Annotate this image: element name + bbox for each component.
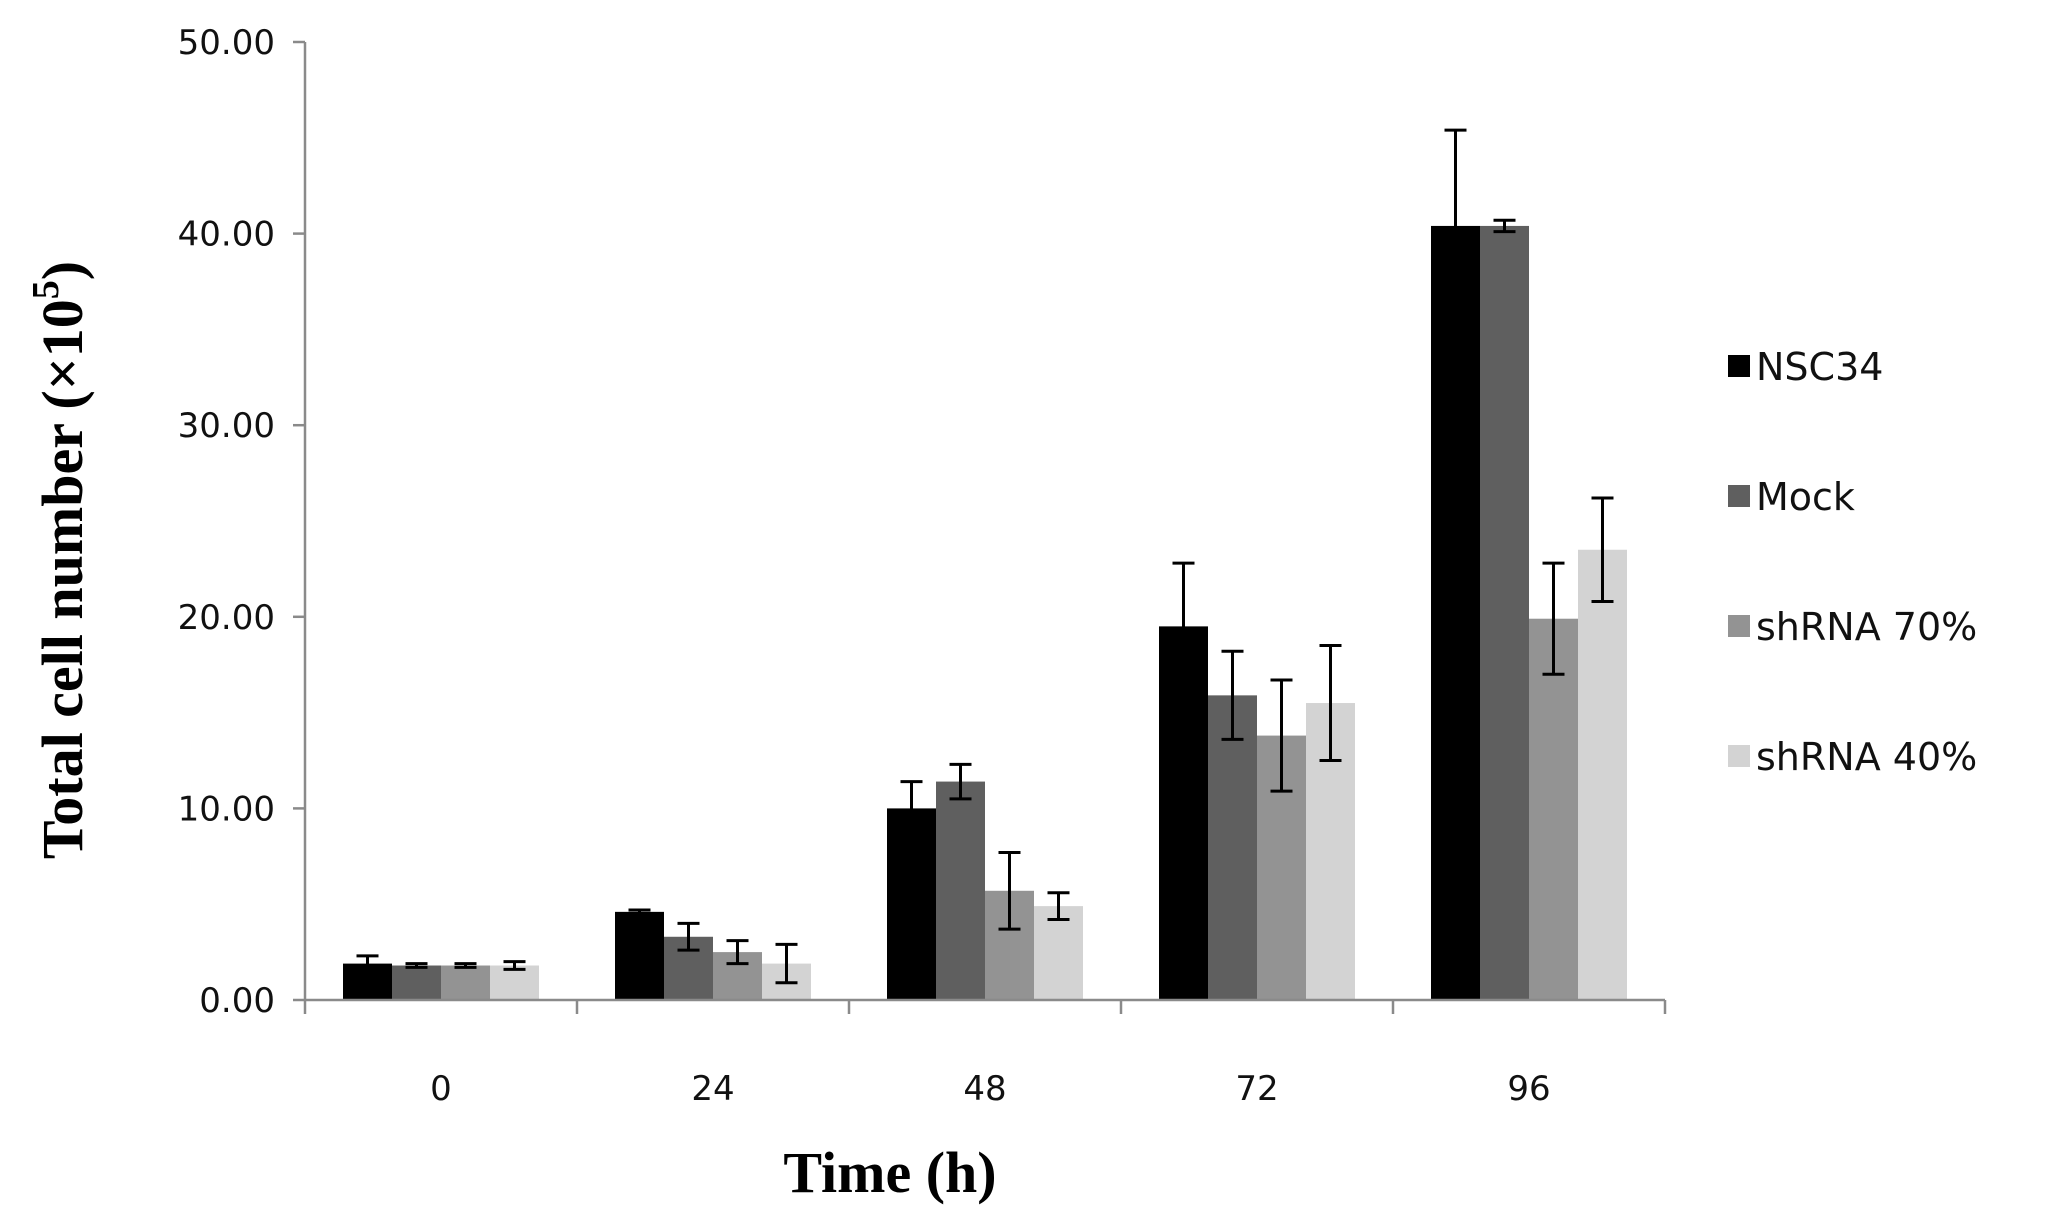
error-bar-shrna-40--96 <box>1591 496 1614 603</box>
x-tick-label: 24 <box>691 1069 734 1109</box>
y-tick-labels: 0.00 10.00 20.00 30.00 40.00 50.00 <box>178 23 275 1021</box>
bar-shrna-40--48 <box>1034 906 1083 1000</box>
x-tick-labels: 0 24 48 72 96 <box>430 1069 1550 1109</box>
error-bar-shrna-70--48 <box>998 850 1021 931</box>
x-tick-label: 72 <box>1235 1069 1278 1109</box>
x-tick-label: 48 <box>963 1069 1006 1109</box>
legend: NSC34 Mock shRNA 70% shRNA 40% <box>1728 345 1977 779</box>
bar-mock-0 <box>392 965 441 1000</box>
bar-nsc34-24 <box>615 911 664 1000</box>
legend-swatch <box>1728 745 1750 767</box>
error-bar-nsc34-24 <box>628 908 651 916</box>
x-tick-label: 96 <box>1507 1069 1550 1109</box>
y-tick-label: 10.00 <box>178 789 275 829</box>
bar-shrna-40--0 <box>490 965 539 1000</box>
y-axis-title-close: ) <box>30 261 95 280</box>
error-bar-shrna-70--0 <box>454 962 477 969</box>
y-tick-label: 0.00 <box>199 981 275 1021</box>
bar-nsc34-96 <box>1431 225 1480 1000</box>
legend-label: Mock <box>1756 475 1855 519</box>
y-tick-label: 30.00 <box>178 406 275 446</box>
error-bar-nsc34-72 <box>1172 561 1195 692</box>
y-axis-title: Total cell number (×105) <box>25 261 95 859</box>
legend-label: shRNA 70% <box>1756 605 1977 649</box>
error-bar-shrna-70--96 <box>1542 561 1565 676</box>
x-axis-title: Time (h) <box>783 1140 996 1205</box>
y-tick-label: 40.00 <box>178 215 275 255</box>
y-tick-label: 20.00 <box>178 598 275 638</box>
error-bar-shrna-70--72 <box>1270 678 1293 793</box>
bar-shrna-40--96 <box>1578 549 1627 1000</box>
bar-shrna-70--0 <box>441 965 490 1000</box>
error-bar-shrna-40--72 <box>1319 644 1342 762</box>
error-bar-nsc34-96 <box>1444 128 1467 324</box>
error-bar-nsc34-48 <box>900 780 923 837</box>
y-axis-title-superscript: 5 <box>25 280 67 299</box>
legend-item: NSC34 <box>1728 345 1883 389</box>
error-bar-mock-48 <box>949 762 972 801</box>
bar-mock-96 <box>1480 225 1529 1000</box>
error-bar-shrna-40--24 <box>775 942 798 985</box>
bar-mock-72 <box>1208 695 1257 1000</box>
axes-layer <box>293 40 1667 1014</box>
error-bar-nsc34-0 <box>356 954 379 973</box>
legend-swatch <box>1728 485 1750 507</box>
error-bars-layer <box>356 128 1614 985</box>
legend-item: shRNA 40% <box>1728 735 1977 779</box>
bar-nsc34-48 <box>887 808 936 1000</box>
error-bar-shrna-70--24 <box>726 939 749 966</box>
bar-shrna-70--96 <box>1529 618 1578 1000</box>
error-bar-shrna-40--0 <box>503 960 526 971</box>
y-axis-title-main: Total cell number (×10 <box>30 299 95 859</box>
error-bar-mock-72 <box>1221 649 1244 741</box>
bar-mock-48 <box>936 781 985 1000</box>
y-tick-label: 50.00 <box>178 23 275 63</box>
error-bar-shrna-40--48 <box>1047 891 1070 922</box>
legend-item: shRNA 70% <box>1728 605 1977 649</box>
error-bar-mock-96 <box>1493 218 1516 234</box>
bars-layer <box>343 225 1627 1000</box>
x-tick-label: 0 <box>430 1069 452 1109</box>
error-bar-mock-24 <box>677 921 700 952</box>
legend-label: shRNA 40% <box>1756 735 1977 779</box>
legend-swatch <box>1728 615 1750 637</box>
legend-label: NSC34 <box>1756 345 1883 389</box>
error-bar-mock-0 <box>405 962 428 969</box>
legend-swatch <box>1728 355 1750 377</box>
legend-item: Mock <box>1728 475 1855 519</box>
